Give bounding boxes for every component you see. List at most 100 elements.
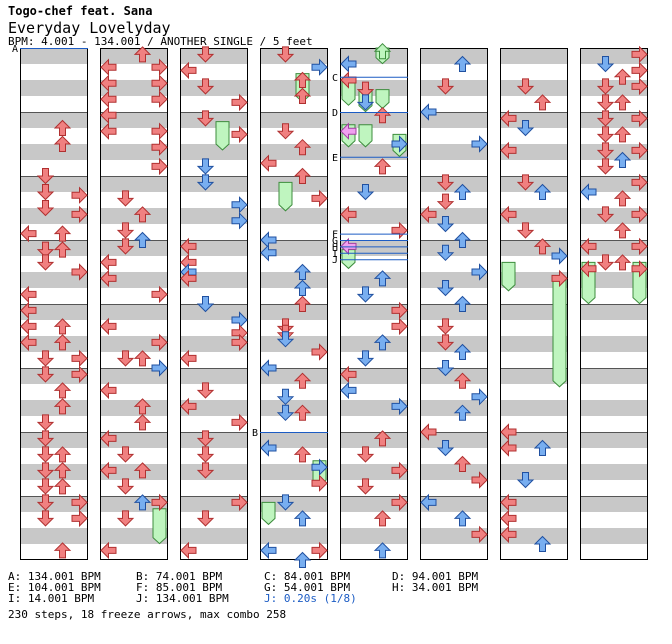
song-title: Everyday Lovelyday (8, 19, 171, 37)
beat-stripe (340, 368, 408, 384)
down-arrow (436, 440, 455, 457)
up-arrow (533, 439, 552, 456)
beat-stripe (20, 272, 88, 288)
right-arrow (471, 388, 488, 406)
up-arrow (453, 55, 472, 72)
beat-stripe (340, 528, 408, 544)
beat-stripe (20, 336, 88, 352)
beat-stripe (180, 80, 248, 96)
beat-stripe (20, 496, 88, 512)
right-arrow (151, 74, 168, 92)
down-arrow (436, 318, 455, 335)
up-arrow (373, 430, 392, 447)
down-arrow (596, 94, 615, 111)
left-arrow (420, 423, 437, 441)
beat-stripe (340, 432, 408, 448)
left-arrow (260, 154, 277, 172)
beat-stripe (420, 496, 488, 512)
down-arrow (356, 446, 375, 463)
up-arrow (373, 510, 392, 527)
up-arrow (373, 42, 392, 60)
up-arrow (53, 334, 72, 351)
down-arrow (196, 382, 215, 399)
legend-c: C: 84.001 BPM (264, 570, 351, 583)
down-arrow (596, 78, 615, 95)
legend-d: D: 94.001 BPM (392, 570, 479, 583)
down-arrow (36, 510, 55, 527)
down-arrow (116, 222, 135, 239)
up-arrow (373, 106, 392, 124)
up-arrow (133, 206, 152, 223)
beat-stripe (100, 304, 168, 320)
left-arrow (500, 141, 517, 160)
down-arrow (596, 110, 615, 127)
right-arrow (551, 269, 568, 288)
beat-stripe (180, 432, 248, 448)
beat-stripe (20, 304, 88, 320)
down-arrow (196, 446, 215, 463)
up-arrow (53, 398, 72, 415)
beat-stripe (340, 272, 408, 288)
beat-stripe (420, 176, 488, 192)
beat-stripe (420, 80, 488, 96)
beat-stripe (100, 208, 168, 224)
up-arrow (373, 542, 392, 559)
beat-stripe (20, 48, 88, 64)
beat-stripe (420, 208, 488, 224)
up-arrow (373, 158, 392, 175)
up-arrow (613, 190, 632, 207)
right-arrow (71, 263, 88, 281)
freeze-arrow (375, 89, 390, 110)
left-arrow (100, 253, 117, 272)
beat-stripe (580, 528, 648, 544)
beat-stripe (100, 336, 168, 352)
left-arrow (20, 333, 37, 352)
right-arrow (391, 221, 408, 240)
beat-stripe (340, 240, 408, 256)
right-arrow (151, 359, 168, 377)
beat-stripe (500, 304, 568, 320)
bpm-change-label: F (332, 230, 338, 241)
beat-stripe (340, 400, 408, 416)
left-arrow (100, 269, 117, 288)
down-arrow (36, 366, 55, 383)
beat-stripe (420, 304, 488, 320)
down-arrow (116, 190, 135, 207)
right-arrow (471, 525, 488, 544)
left-arrow (580, 183, 597, 201)
beat-stripe (420, 528, 488, 544)
up-arrow (53, 462, 72, 479)
beat-stripe (340, 464, 408, 480)
left-arrow (100, 90, 117, 108)
right-arrow (311, 458, 328, 476)
beat-stripe (20, 400, 88, 416)
right-arrow (151, 285, 168, 304)
right-arrow (471, 135, 488, 153)
right-arrow (631, 77, 648, 96)
beat-stripe (580, 464, 648, 480)
up-arrow (373, 270, 392, 287)
down-arrow (436, 360, 455, 377)
beat-stripe (500, 112, 568, 128)
down-arrow (436, 244, 455, 262)
up-arrow (53, 382, 72, 399)
beat-stripe (260, 144, 328, 160)
up-arrow (133, 414, 152, 431)
beat-stripe (260, 80, 328, 96)
down-arrow (196, 158, 215, 175)
up-arrow (53, 318, 72, 335)
left-arrow (180, 349, 197, 368)
down-arrow (36, 494, 55, 511)
down-arrow (356, 286, 375, 303)
up-arrow (53, 446, 72, 463)
left-arrow (180, 237, 197, 256)
beat-stripe (180, 464, 248, 480)
down-arrow (116, 446, 135, 463)
up-arrow (53, 241, 72, 258)
legend-j: J: 134.001 BPM (136, 592, 229, 605)
beat-stripe (180, 240, 248, 256)
beat-stripe (420, 432, 488, 448)
left-arrow (340, 365, 357, 384)
down-arrow (36, 168, 55, 185)
